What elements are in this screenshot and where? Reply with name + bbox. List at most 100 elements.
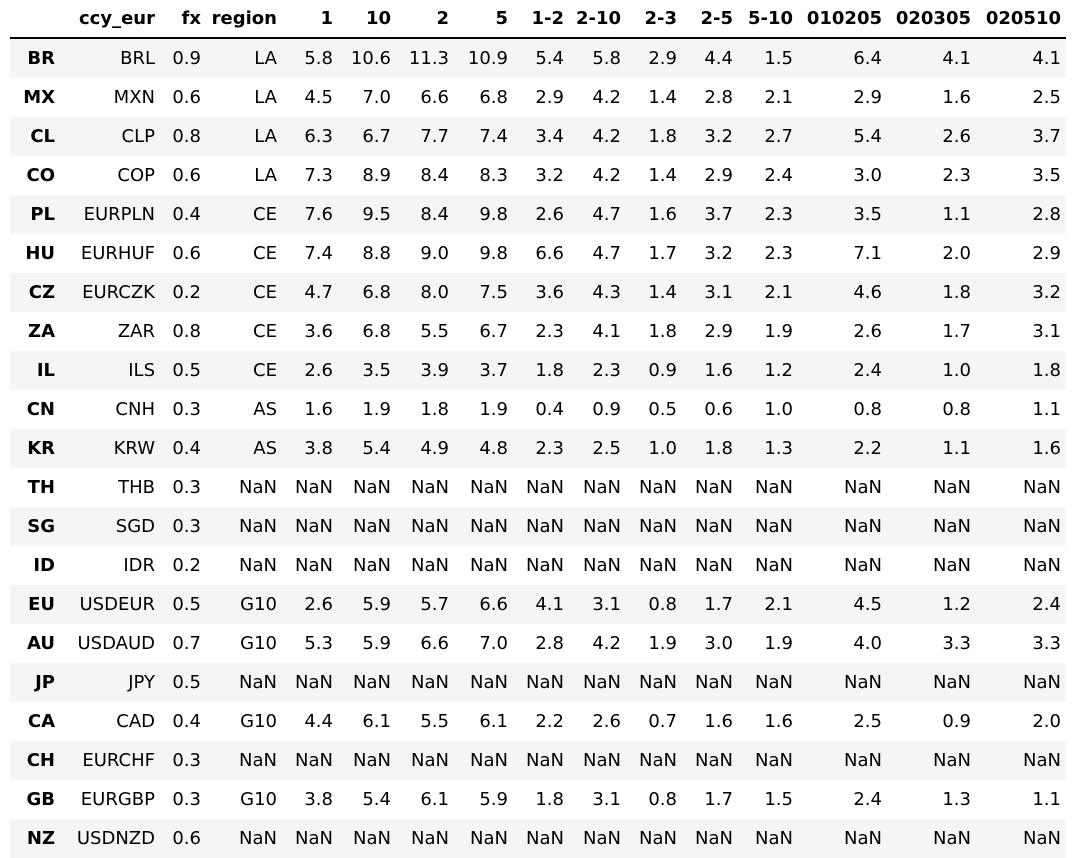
table-cell: NaN [526,750,564,771]
index-header [10,0,60,39]
table-cell: EURPLN [83,204,155,225]
table-cell: 6.3 [304,126,333,147]
table-row: NZ USDNZD 0.6 NaN NaN NaN NaN NaN NaN NaN NaN NaN Na… [10,819,1066,858]
table-cell: NaN [411,750,449,771]
table-cell: NaN [933,828,971,849]
table-cell: 6.7 [362,126,391,147]
table-cell: G10 [240,711,277,732]
table-cell: NaN [295,516,333,537]
table-cell: 3.1 [1032,321,1061,342]
table-row: CA CAD 0.4 G10 4.4 6.1 5.5 6.1 2.2 2.6 0.7 1.6 1.6 2.… [10,702,1066,741]
table-cell: 2.1 [764,87,793,108]
table-cell: NaN [353,516,391,537]
table-cell: CE [253,204,277,225]
row-index: CZ [28,282,55,303]
table-cell: NaN [639,672,677,693]
table-cell: 5.4 [853,126,882,147]
table-cell: 1.9 [648,633,677,654]
table-cell: 5.9 [479,789,508,810]
table-cell: 6.6 [479,594,508,615]
table-cell: 0.6 [172,828,201,849]
table-cell: 3.5 [853,204,882,225]
table-cell: G10 [240,633,277,654]
table-cell: ILS [128,360,155,381]
table-cell: NaN [755,477,793,498]
table-cell: NaN [411,516,449,537]
table-cell: NaN [526,828,564,849]
table-cell: NaN [239,750,277,771]
table-cell: 3.6 [535,282,564,303]
row-index: CA [27,711,55,732]
table-cell: 1.3 [942,789,971,810]
table-cell: 2.3 [535,321,564,342]
row-index: GB [26,789,56,810]
table-cell: 4.5 [304,87,333,108]
table-cell: 2.1 [764,594,793,615]
table-cell: 2.9 [1032,243,1061,264]
table-cell: KRW [113,438,155,459]
table-cell: 3.0 [704,633,733,654]
table-cell: NaN [353,672,391,693]
table-cell: 0.4 [172,204,201,225]
table-cell: 5.9 [362,633,391,654]
table-cell: EURCHF [82,750,155,771]
table-cell: 2.3 [764,204,793,225]
table-cell: 0.8 [853,399,882,420]
table-cell: 3.6 [304,321,333,342]
table-cell: 2.2 [535,711,564,732]
table-cell: 8.0 [420,282,449,303]
table-cell: 5.4 [362,438,391,459]
table-cell: 7.0 [479,633,508,654]
table-cell: 1.8 [942,282,971,303]
table-cell: 0.6 [704,399,733,420]
table-cell: 1.3 [764,438,793,459]
table-cell: 2.3 [535,438,564,459]
table-cell: 1.6 [764,711,793,732]
table-cell: 2.3 [592,360,621,381]
row-index: BR [27,48,55,69]
table-cell: 1.1 [1032,399,1061,420]
table-cell: CAD [116,711,155,732]
table-cell: 0.8 [172,126,201,147]
table-cell: CE [253,282,277,303]
table-cell: NaN [526,555,564,576]
table-cell: 8.4 [420,204,449,225]
table-cell: NaN [639,477,677,498]
table-cell: 6.7 [479,321,508,342]
table-cell: MXN [113,87,155,108]
table-cell: JPY [128,672,155,693]
table-cell: 5.4 [362,789,391,810]
table-row: JP JPY 0.5 NaN NaN NaN NaN NaN NaN NaN NaN NaN NaN Na… [10,663,1066,702]
table-cell: 5.8 [592,48,621,69]
column-header: 10 [338,0,396,39]
column-header: 5 [454,0,513,39]
table-cell: 3.4 [535,126,564,147]
table-cell: NaN [844,828,882,849]
table-cell: 6.6 [535,243,564,264]
table-cell: 1.8 [648,126,677,147]
table-cell: 2.5 [853,711,882,732]
table-cell: 0.3 [172,516,201,537]
table-cell: 1.4 [648,165,677,186]
row-index: AU [27,633,55,654]
table-cell: 8.8 [362,243,391,264]
table-cell: NaN [470,477,508,498]
table-cell: 8.4 [420,165,449,186]
table-cell: LA [254,87,277,108]
table-cell: CLP [121,126,155,147]
column-header: 1-2 [513,0,569,39]
table-cell: 5.4 [535,48,564,69]
table-cell: 2.6 [304,594,333,615]
table-cell: 4.9 [420,438,449,459]
table-cell: NaN [353,477,391,498]
table-cell: 1.8 [535,789,564,810]
row-index: HU [25,243,55,264]
table-cell: 1.1 [942,438,971,459]
table-cell: NaN [583,750,621,771]
column-header: 2-5 [682,0,738,39]
table-cell: 0.8 [648,594,677,615]
table-cell: NaN [470,828,508,849]
table-cell: 3.3 [1032,633,1061,654]
table-cell: NaN [844,477,882,498]
table-cell: NaN [526,672,564,693]
